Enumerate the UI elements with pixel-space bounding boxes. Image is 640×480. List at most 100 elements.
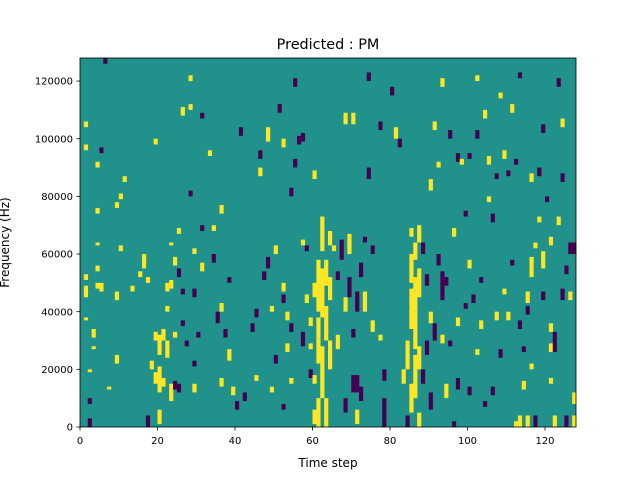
heatmap-cell	[498, 349, 503, 358]
heatmap-cell	[436, 161, 441, 168]
heatmap-cell	[176, 228, 182, 234]
heatmap-cell	[176, 268, 182, 278]
heatmap-cell	[355, 291, 360, 312]
heatmap-cell	[475, 75, 480, 82]
heatmap-cell	[266, 127, 271, 142]
heatmap-cell	[91, 328, 96, 338]
heatmap-cell	[281, 294, 286, 304]
heatmap-cell	[87, 398, 92, 404]
heatmap-cell	[417, 412, 422, 427]
heatmap-cell	[475, 349, 480, 355]
heatmap-cell	[525, 305, 530, 315]
heatmap-cell	[312, 409, 317, 425]
heatmap-cell	[362, 236, 368, 243]
heatmap-cell	[188, 104, 193, 110]
heatmap-cell	[207, 150, 213, 157]
heatmap-cell	[324, 305, 329, 341]
heatmap-cell	[533, 242, 538, 249]
heatmap-cell	[370, 320, 375, 332]
heatmap-cell	[572, 392, 577, 404]
heatmap-cell	[463, 303, 468, 309]
heatmap-cell	[180, 107, 185, 116]
heatmap-cell	[537, 167, 542, 177]
heatmap-cell	[99, 147, 104, 154]
x-axis: 0 20 40 60 80 100 120	[77, 427, 555, 447]
heatmap-cell	[359, 262, 364, 278]
heatmap-cell	[145, 415, 151, 427]
heatmap-cell	[440, 271, 445, 301]
y-axis: 0 20000 40000 60000 80000 100000 120000	[35, 77, 80, 434]
x-tick-label: 20	[151, 436, 164, 447]
heatmap-cell	[355, 375, 360, 393]
heatmap-cell	[320, 216, 325, 252]
heatmap-cell	[556, 78, 561, 87]
heatmap-cell	[455, 317, 461, 327]
heatmap-cell	[227, 277, 232, 283]
heatmap-cell	[223, 328, 228, 338]
heatmap-cell	[157, 334, 162, 355]
heatmap-cell	[95, 242, 100, 246]
heatmap-cell	[378, 334, 383, 341]
heatmap-cell	[467, 153, 472, 159]
heatmap-cell	[316, 398, 321, 427]
heatmap-cell	[444, 383, 449, 399]
chart-title: Predicted : PM	[277, 37, 380, 53]
heatmap-cell	[517, 320, 523, 329]
heatmap-cell	[560, 288, 565, 301]
heatmap-cell	[525, 291, 530, 304]
heatmap-cell	[564, 265, 569, 275]
heatmap-cell	[188, 75, 193, 82]
heatmap-cell	[83, 274, 89, 280]
heatmap-cell	[467, 259, 472, 269]
heatmap-cell	[479, 320, 484, 329]
heatmap-cell	[568, 242, 573, 255]
heatmap-cell	[308, 369, 313, 378]
heatmap-cell	[514, 421, 519, 427]
heatmap-cell	[405, 340, 410, 370]
heatmap-cell	[200, 262, 205, 272]
heatmap-cell	[196, 331, 201, 338]
heatmap-cell	[421, 369, 426, 384]
heatmap-cell	[184, 340, 189, 347]
heatmap-cell	[541, 124, 546, 133]
heatmap-cell	[506, 311, 511, 321]
heatmap-cell	[432, 121, 437, 131]
heatmap-cell	[479, 277, 484, 283]
heatmap-cell	[452, 228, 457, 237]
heatmap-cell	[157, 409, 162, 425]
heatmap-cell	[165, 282, 170, 292]
heatmap-cell	[343, 398, 348, 413]
heatmap-cell	[413, 311, 418, 350]
heatmap-cell	[200, 225, 205, 231]
heatmap-cell	[114, 291, 120, 301]
heatmap-cell	[366, 72, 371, 82]
heatmap-cell	[169, 383, 174, 402]
heatmap-cell	[300, 239, 306, 246]
heatmap-cell	[339, 239, 344, 260]
heatmap-cell	[382, 369, 387, 381]
heatmap-cell	[103, 58, 108, 64]
heatmap-cell	[273, 354, 278, 364]
heatmap-cell	[122, 176, 127, 182]
heatmap-cell	[300, 132, 306, 142]
heatmap-cell	[192, 248, 197, 255]
heatmap-cell	[521, 380, 526, 390]
heatmap-cell	[293, 78, 298, 87]
heatmap-cell	[87, 418, 92, 427]
heatmap-cell	[347, 277, 352, 298]
heatmap-cell	[417, 268, 422, 298]
heatmap-cell	[328, 277, 333, 301]
heatmap-cell	[219, 303, 224, 312]
heatmap-cell	[169, 242, 174, 246]
heatmap-cell	[409, 288, 414, 329]
heatmap-cell	[510, 104, 515, 113]
heatmap-cell	[114, 354, 120, 364]
heatmap-cell	[285, 343, 290, 353]
heatmap-cell	[413, 277, 418, 312]
heatmap-cell	[211, 225, 216, 231]
heatmap-cell	[215, 311, 220, 324]
heatmap-cell	[529, 363, 534, 370]
heatmap-cell	[440, 78, 445, 87]
heatmap-cell	[459, 158, 464, 165]
heatmap-cell	[328, 340, 333, 370]
